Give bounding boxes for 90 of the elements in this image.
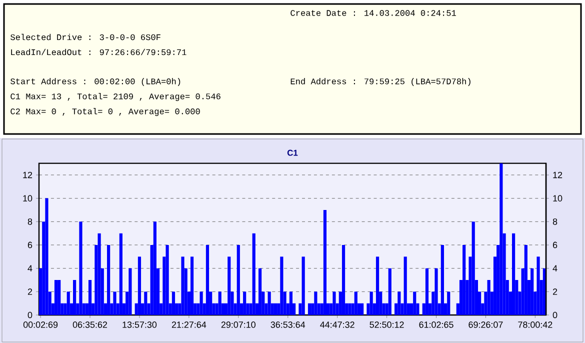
bar	[88, 280, 92, 315]
x-tick-label: 00:02:69	[23, 322, 58, 328]
bar	[370, 292, 373, 315]
x-tick-label: 52:50:12	[370, 322, 404, 328]
bar	[258, 268, 262, 315]
y2-tick-label: 2	[28, 288, 32, 295]
x-tick-label: 21:27:64	[172, 322, 206, 328]
text: Start Address : 00:02:00 (LBA=0h)	[10, 78, 180, 86]
bar	[314, 292, 318, 315]
bar	[144, 292, 148, 315]
bar	[530, 268, 534, 315]
bar	[289, 292, 293, 315]
bar	[98, 233, 101, 315]
text: LeadIn/LeadOut : 97:26:66/79:59:71	[11, 48, 186, 56]
bar	[425, 268, 429, 315]
bar	[512, 233, 516, 315]
bar	[166, 244, 169, 315]
text: C2 Max= 0 , Total= 0 , Average= 0.000	[10, 108, 200, 116]
bar	[128, 268, 132, 315]
bar	[181, 256, 184, 315]
x-tick-label: 44:47:32	[320, 322, 354, 328]
y2-tick-label: 12	[23, 172, 32, 178]
y-tick-label: 2	[552, 288, 558, 295]
x-tick-label: 69:26:07	[468, 322, 503, 328]
bar	[218, 292, 222, 315]
bar	[119, 233, 122, 315]
bar	[536, 256, 540, 315]
bar	[376, 256, 380, 315]
y2-tick-label: 0	[28, 312, 32, 318]
y2-tick-label: 6	[28, 242, 32, 248]
bar	[58, 280, 61, 315]
bar	[472, 222, 475, 315]
bar	[280, 256, 284, 315]
y-tick-label: 0	[552, 312, 558, 318]
bar	[388, 268, 392, 315]
y2-tick-label: 10	[23, 195, 32, 202]
bar	[302, 256, 305, 315]
y2-tick-label: 4	[28, 265, 32, 272]
bar	[200, 292, 203, 315]
text: End Address : 79:59:25 (LBA=57D78h)	[290, 78, 470, 86]
bar	[323, 210, 327, 315]
bar	[66, 292, 70, 315]
bar	[153, 222, 156, 315]
y-tick-label: 8	[552, 218, 558, 225]
bar	[360, 303, 364, 315]
bar	[73, 280, 76, 315]
bar	[107, 244, 110, 315]
bar	[440, 244, 444, 315]
bar	[172, 292, 176, 315]
bar	[434, 268, 438, 315]
bar	[228, 256, 231, 315]
x-tick-label: 78:00:42	[518, 322, 552, 328]
x-tick-label: 29:07:10	[221, 322, 256, 328]
chart-title: C1	[287, 150, 298, 156]
bar	[348, 303, 352, 315]
text: Create Date : 14.03.2004 0:24:51	[290, 10, 456, 16]
bar	[206, 244, 210, 315]
y2-tick-label: 8	[28, 218, 32, 225]
bar	[413, 292, 416, 315]
bar	[342, 244, 346, 315]
bar	[45, 198, 48, 315]
bar	[308, 303, 312, 315]
bar	[354, 292, 358, 315]
bar	[113, 292, 116, 315]
y-tick-label: 10	[553, 195, 562, 202]
bar	[54, 280, 58, 315]
x-tick-label: 06:35:62	[72, 322, 107, 328]
x-tick-label: 13:57:30	[122, 322, 157, 328]
bar	[79, 222, 82, 315]
x-tick-label: 36:53:64	[270, 322, 306, 328]
y-tick-label: 4	[552, 265, 558, 272]
text: C1 Max= 13 , Total= 2109 , Average= 0.546	[10, 93, 220, 101]
bar	[252, 233, 256, 315]
bar	[524, 244, 528, 315]
bar	[332, 292, 336, 315]
y-tick-label: 6	[552, 242, 558, 248]
bar	[398, 292, 401, 315]
bar	[447, 292, 450, 315]
bar	[500, 163, 503, 315]
bar	[243, 292, 246, 315]
text: Selected Drive : 3-0-0-0 6S0F	[10, 34, 160, 40]
x-tick-label: 61:02:65	[419, 322, 454, 328]
bar	[404, 256, 407, 315]
bar	[487, 280, 490, 315]
bar	[138, 256, 142, 315]
bar	[268, 292, 271, 315]
bar	[190, 256, 194, 315]
bar	[462, 244, 466, 315]
bar	[236, 244, 240, 315]
y-tick-label: 12	[553, 172, 562, 178]
